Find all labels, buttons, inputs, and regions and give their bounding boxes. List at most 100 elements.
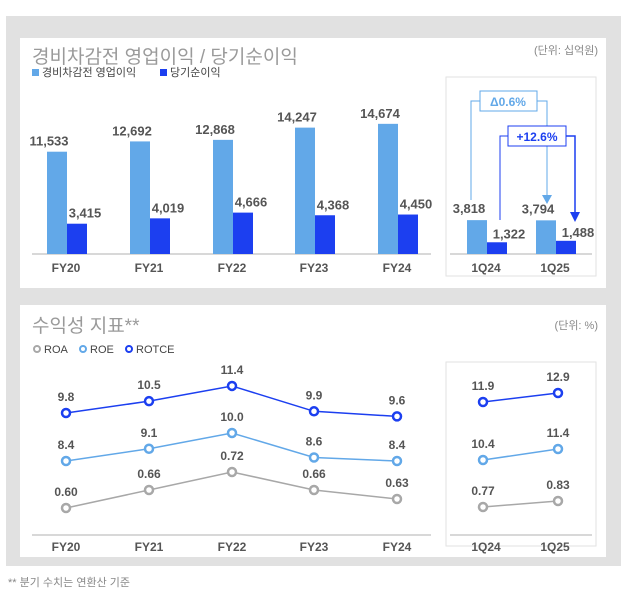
data-label: 12,692 [112, 123, 152, 138]
bar-net-income [315, 215, 335, 254]
x-tick-label: FY24 [383, 261, 412, 275]
data-point [308, 452, 320, 463]
arrow-line [566, 135, 576, 213]
bar-quarterly [487, 242, 507, 254]
arrow-head-icon [542, 195, 552, 204]
x-tick-label: 1Q24 [471, 540, 501, 554]
bar-operating-profit [130, 141, 150, 254]
data-point [143, 484, 155, 496]
data-point [143, 443, 155, 454]
data-point [60, 502, 72, 514]
data-label: 3,794 [522, 201, 555, 216]
legend-label: 당기순이익 [170, 66, 221, 79]
bar-operating-profit [213, 139, 233, 254]
legend-label: ROTCE [136, 344, 175, 356]
data-label: 9.9 [306, 388, 323, 402]
data-point [226, 427, 238, 439]
bar-chart: 경비차감전 영업이익 당기순이익 11,533 3,415 FY20 12,692 4,01… [29, 66, 597, 277]
bar-quarterly [556, 240, 576, 254]
arrow-line [499, 135, 508, 220]
unit-label: (단위: 십억원) [533, 45, 598, 57]
data-point [226, 380, 238, 392]
data-point [477, 501, 489, 513]
data-point [391, 493, 403, 505]
chart-title: 경비차감전 영업이익 / 당기순이익 [32, 47, 298, 68]
arrow-line [470, 100, 480, 200]
data-point [308, 484, 320, 496]
quarterly-line-rotce [482, 392, 559, 403]
data-label: 11.4 [547, 426, 570, 440]
quarterly-box [445, 76, 597, 277]
data-label: 0.63 [385, 476, 409, 490]
data-point [552, 443, 564, 455]
footnote: ** 분기 수치는 연환산 기준 [8, 577, 130, 589]
bar-operating-profit [378, 123, 398, 255]
data-label: 10.5 [137, 378, 161, 392]
data-point [60, 455, 72, 467]
bar-net-income [398, 214, 418, 254]
series-line-roa [65, 471, 398, 509]
data-point [391, 411, 403, 422]
profitability-panel: 수익성 지표** (단위: %) ROA ROE ROTCE 0.60 0.66 0.72… [20, 305, 606, 557]
x-tick-label: FY22 [218, 540, 247, 554]
data-label: 9.8 [58, 390, 75, 404]
data-label: 12,868 [195, 122, 235, 137]
data-label: 12.9 [546, 370, 570, 384]
x-tick-label: FY20 [52, 261, 81, 275]
data-label: 0.66 [302, 467, 326, 481]
legend-label: ROA [44, 344, 69, 356]
data-point [391, 455, 403, 467]
data-label: 1,488 [562, 225, 595, 240]
data-label: 14,247 [277, 110, 317, 125]
x-tick-label: FY20 [52, 540, 81, 554]
annotation-box [479, 90, 538, 112]
unit-label: (단위: %) [554, 320, 598, 332]
data-label: 3,415 [69, 206, 102, 221]
data-point [143, 395, 155, 407]
bar-net-income [233, 212, 253, 254]
legend-marker [79, 345, 87, 353]
data-label: 0.66 [137, 467, 161, 481]
data-label: 4,019 [152, 200, 185, 215]
x-tick-label: FY23 [300, 261, 329, 275]
annotation-box [507, 125, 567, 147]
bar-operating-profit [295, 127, 315, 254]
annotation-label: +12.6% [516, 130, 557, 144]
data-label: 0.83 [546, 478, 570, 492]
data-label: 10.4 [471, 437, 495, 451]
operating-profit-panel: 경비차감전 영업이익 / 당기순이익 (단위: 십억원) 경비차감전 영업이익 당… [20, 38, 606, 288]
quarterly-box [445, 361, 597, 547]
data-point [552, 495, 564, 507]
legend-marker [33, 345, 41, 353]
data-point [226, 466, 238, 478]
data-point [308, 406, 320, 417]
data-label: 11.4 [221, 363, 244, 377]
data-point [552, 387, 564, 399]
annotation-label: Δ0.6% [490, 95, 526, 109]
data-label: 8.4 [389, 438, 406, 452]
data-point [60, 407, 72, 419]
x-tick-label: 1Q25 [540, 261, 570, 275]
legend-label: 경비차감전 영업이익 [42, 66, 136, 79]
bar-quarterly [467, 220, 487, 254]
chart-title: 수익성 지표** [32, 316, 140, 337]
data-label: 9.1 [141, 426, 158, 440]
data-label: 0.77 [471, 484, 495, 498]
data-label: 14,674 [360, 106, 401, 121]
quarterly-line-roe [482, 448, 559, 461]
legend-marker [125, 345, 133, 353]
line-chart: ROA ROE ROTCE 0.60 0.66 0.72 0.66 0.63 0.77 0.83 8… [32, 344, 597, 554]
x-tick-label: 1Q25 [540, 540, 570, 554]
bar-quarterly [536, 220, 556, 254]
data-label: 9.6 [389, 393, 406, 407]
data-label: 0.72 [220, 449, 244, 463]
data-label: 4,666 [235, 195, 268, 210]
data-label: 4,450 [400, 197, 433, 212]
data-label: 11.9 [472, 379, 495, 393]
quarterly-line-roa [482, 500, 559, 508]
x-tick-label: FY21 [135, 261, 164, 275]
data-label: 1,322 [493, 226, 526, 241]
x-tick-label: FY22 [218, 261, 247, 275]
bar-operating-profit [47, 151, 67, 254]
legend-swatch [160, 69, 167, 76]
